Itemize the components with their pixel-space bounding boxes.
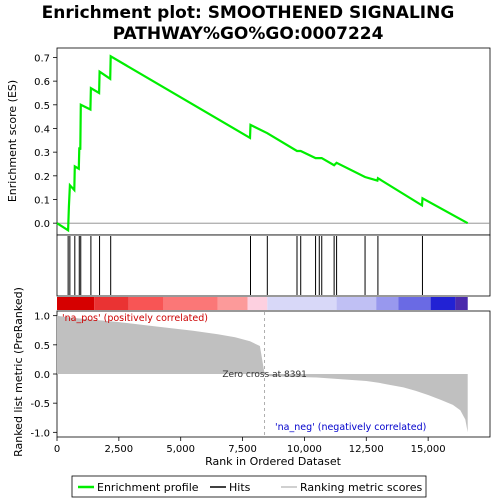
x-tick-label: 10,000 [287, 444, 322, 455]
legend-box [71, 475, 427, 498]
metric-ytick-label: 0.0 [34, 370, 50, 381]
es-ytick-label: 0.3 [34, 148, 50, 159]
negative-correlation-label: 'na_neg' (negatively correlated) [275, 422, 426, 433]
color-bar-segment [398, 297, 431, 310]
color-bar-segment [217, 297, 248, 310]
color-bar-segment [94, 297, 129, 310]
color-bar-segment [267, 297, 337, 310]
es-ytick-label: 0.6 [34, 77, 50, 88]
es-panel-frame [56, 47, 491, 236]
x-axis-label: Rank in Ordered Dataset [205, 455, 342, 468]
es-axis-label: Enrichment score (ES) [6, 80, 19, 202]
color-bar-segment [128, 297, 164, 310]
legend-hits-label: Hits [229, 481, 251, 494]
chart-title-line1: Enrichment plot: SMOOTHENED SIGNALING [42, 3, 455, 23]
ranking-metric-area [57, 315, 468, 433]
metric-ytick-label: 1.0 [34, 312, 50, 323]
metric-ytick-label: 0.5 [34, 341, 50, 352]
metric-ytick-label: -1.0 [30, 428, 50, 439]
metric-ytick-label: -0.5 [30, 399, 50, 410]
es-ytick-label: 0.1 [34, 195, 50, 206]
x-tick-label: 2,500 [105, 444, 134, 455]
enrichment-profile-line [56, 54, 469, 233]
legend-metric-label: Ranking metric scores [300, 481, 422, 494]
x-tick-label: 7,500 [228, 444, 257, 455]
color-bar-segment [376, 297, 399, 310]
legend-enrichment-label: Enrichment profile [97, 481, 199, 494]
x-tick-label: 15,000 [411, 444, 446, 455]
color-bar-segment [336, 297, 377, 310]
es-ytick-label: 0.0 [34, 219, 50, 230]
x-tick-label: 5,000 [166, 444, 195, 455]
hits-panel-frame [56, 234, 491, 297]
color-bar-segment [247, 297, 268, 310]
es-ytick-label: 0.2 [34, 172, 50, 183]
color-bar-segment [57, 297, 95, 310]
x-tick-label: 0 [54, 444, 60, 455]
es-ytick-label: 0.5 [34, 101, 50, 112]
color-bar-segment [455, 297, 468, 310]
color-bar-segment [163, 297, 218, 310]
es-ytick-label: 0.7 [34, 53, 50, 64]
positive-correlation-label: 'na_pos' (positively correlated) [62, 313, 208, 324]
metric-axis-label: Ranked list metric (PreRanked) [12, 287, 25, 457]
es-ytick-label: 0.4 [34, 124, 50, 135]
x-tick-label: 12,500 [349, 444, 384, 455]
chart-title-line2: PATHWAY%GO%GO:0007224 [113, 24, 384, 44]
color-bar-segment [430, 297, 456, 310]
zero-cross-label: Zero cross at 8391 [222, 370, 307, 380]
